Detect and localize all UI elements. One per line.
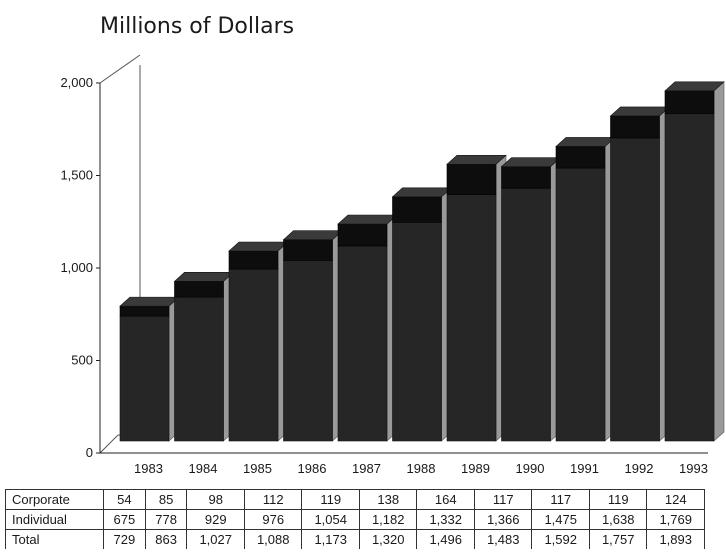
table-cell: 1,027: [186, 529, 245, 549]
bar-corporate: [392, 196, 442, 223]
bar-corporate: [555, 146, 606, 169]
bar-top: [228, 241, 289, 252]
bar-individual: [337, 245, 388, 442]
x-tick-label: 1986: [298, 461, 327, 476]
table-cell: 1,366: [473, 509, 533, 530]
table-cell: 929: [186, 509, 245, 530]
table-cell: 138: [358, 489, 418, 510]
bar-individual: [228, 268, 279, 442]
table-cell: 1,893: [646, 529, 705, 549]
table-cell: 1,638: [588, 509, 648, 530]
table-cell: 1,496: [416, 529, 475, 549]
x-tick-label: 1991: [570, 461, 599, 476]
bar-top: [555, 137, 616, 147]
table-cell: 54: [103, 489, 146, 510]
table-row: Total 729 863 1,027 1,088 1,173 1,320 1,496 1,48…: [5, 529, 705, 549]
table-cell: 112: [243, 489, 303, 510]
table-cell: 1,320: [358, 529, 418, 549]
floor-depth-line: [99, 434, 119, 454]
bar-corporate: [283, 239, 333, 261]
bar-individual: [501, 187, 551, 442]
bar-individual: [446, 194, 497, 442]
bar-individual: [610, 137, 660, 442]
table-cell: 1,088: [243, 529, 303, 549]
bar-chart: 0 500 1,000 1,500 2,000 1983 1984 1985 1986 1987 1…: [60, 54, 725, 476]
table-cell: 85: [144, 489, 188, 510]
bar-individual: [174, 296, 224, 442]
x-tick-label: 1992: [625, 461, 654, 476]
x-tick-label: 1993: [679, 461, 708, 476]
table-cell: 1,173: [301, 529, 360, 549]
table-cell: 1,483: [473, 529, 533, 549]
bar-corporate: [664, 90, 715, 115]
table-cell: 117: [473, 489, 533, 510]
bar-top: [500, 157, 562, 167]
bar-corporate: [174, 281, 224, 298]
table-cell: 1,182: [358, 509, 418, 530]
table-cell: 124: [646, 489, 705, 510]
table-row: Corporate 54 85 98 112 119 138 164 117 117 119 124: [5, 489, 705, 510]
chart-title: Millions of Dollars: [100, 14, 295, 39]
x-tick-label: 1983: [134, 461, 163, 476]
table-cell: 1,475: [531, 509, 590, 530]
y-tick-label: 1,500: [60, 168, 93, 183]
x-tick-label: 1990: [516, 461, 545, 476]
table-cell: 164: [416, 489, 475, 510]
y-tick-label: 500: [71, 353, 93, 368]
row-label: Total: [5, 529, 104, 549]
table-cell: 119: [588, 489, 648, 510]
table-cell: 1,054: [301, 509, 360, 530]
bar-corporate: [446, 163, 497, 195]
bar-top: [391, 187, 453, 198]
x-tick-label: 1989: [461, 461, 490, 476]
table-row: Individual 675 778 929 976 1,054 1,182 1,332 1,3…: [5, 509, 705, 530]
bar-individual: [555, 167, 606, 442]
table-cell: 1,592: [531, 529, 590, 549]
table-cell: 1,757: [588, 529, 648, 549]
top-depth-line: [99, 54, 141, 84]
bar-top: [664, 81, 725, 92]
table-cell: 863: [144, 529, 188, 549]
bar-corporate: [501, 166, 551, 189]
table-cell: 1,769: [646, 509, 705, 530]
bar-top: [609, 106, 671, 117]
bar-top: [173, 272, 235, 282]
bar-top: [446, 154, 507, 165]
bar-individual: [119, 315, 170, 442]
bar-corporate: [228, 250, 279, 270]
bar-individual: [664, 113, 715, 442]
table-cell: 98: [186, 489, 245, 510]
x-tick-label: 1984: [189, 461, 218, 476]
bar-top: [119, 296, 180, 307]
bar-top: [337, 214, 398, 225]
table-cell: 1,332: [416, 509, 475, 530]
table-cell: 675: [103, 509, 146, 530]
y-tick-label: 2,000: [60, 75, 93, 90]
table-cell: 778: [144, 509, 188, 530]
table-cell: 119: [301, 489, 360, 510]
table-cell: 117: [531, 489, 590, 510]
x-tick-label: 1988: [407, 461, 436, 476]
x-tick-label: 1987: [352, 461, 381, 476]
bar-top: [282, 230, 344, 241]
bar-side: [713, 81, 725, 442]
row-label: Corporate: [5, 489, 104, 510]
bar-corporate: [119, 305, 170, 317]
x-tick-label: 1985: [243, 461, 272, 476]
bar-corporate: [610, 115, 660, 139]
table-cell: 729: [103, 529, 146, 549]
y-tick-label: 0: [86, 445, 93, 460]
y-tick-label: 1,000: [60, 260, 93, 275]
bar-individual: [392, 222, 442, 442]
bar-individual: [283, 260, 333, 442]
data-table: Corporate 54 85 98 112 119 138 164 117 117 119 124 I…: [5, 489, 705, 549]
row-label: Individual: [5, 509, 104, 530]
table-cell: 976: [243, 509, 303, 530]
bar-corporate: [337, 223, 388, 247]
